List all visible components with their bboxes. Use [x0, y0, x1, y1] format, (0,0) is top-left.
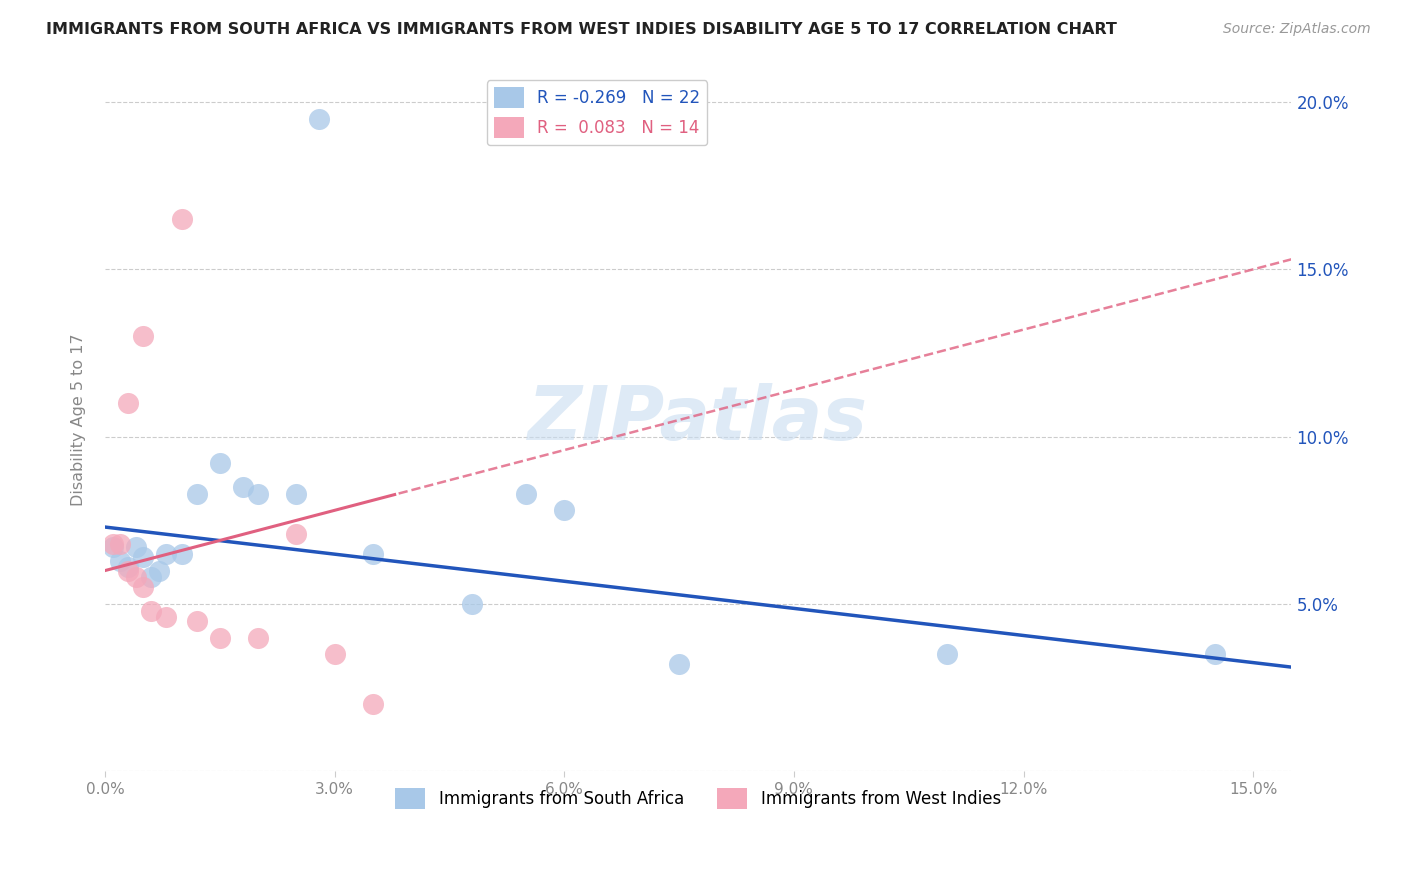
Point: [148, 564, 170, 578]
Point: [247, 486, 270, 500]
Point: [101, 540, 124, 554]
Point: [232, 480, 254, 494]
Point: [308, 112, 330, 126]
Point: [117, 564, 139, 578]
Point: [247, 631, 270, 645]
Point: [124, 570, 146, 584]
Point: [208, 631, 231, 645]
Text: Source: ZipAtlas.com: Source: ZipAtlas.com: [1223, 22, 1371, 37]
Point: [285, 526, 308, 541]
Legend: Immigrants from South Africa, Immigrants from West Indies: Immigrants from South Africa, Immigrants…: [389, 781, 1008, 816]
Point: [323, 647, 346, 661]
Point: [139, 604, 162, 618]
Point: [117, 560, 139, 574]
Point: [110, 553, 132, 567]
Point: [361, 698, 384, 712]
Point: [124, 540, 146, 554]
Point: [361, 547, 384, 561]
Point: [155, 610, 177, 624]
Point: [132, 550, 155, 565]
Point: [936, 647, 959, 661]
Text: ZIPatlas: ZIPatlas: [529, 384, 869, 457]
Point: [461, 597, 484, 611]
Point: [285, 486, 308, 500]
Point: [117, 396, 139, 410]
Y-axis label: Disability Age 5 to 17: Disability Age 5 to 17: [72, 334, 86, 507]
Point: [170, 212, 193, 227]
Point: [110, 537, 132, 551]
Point: [186, 486, 208, 500]
Text: IMMIGRANTS FROM SOUTH AFRICA VS IMMIGRANTS FROM WEST INDIES DISABILITY AGE 5 TO : IMMIGRANTS FROM SOUTH AFRICA VS IMMIGRAN…: [46, 22, 1118, 37]
Point: [208, 457, 231, 471]
Point: [155, 547, 177, 561]
Point: [101, 537, 124, 551]
Point: [515, 486, 537, 500]
Point: [139, 570, 162, 584]
Point: [170, 547, 193, 561]
Point: [132, 329, 155, 343]
Point: [553, 503, 575, 517]
Point: [132, 580, 155, 594]
Point: [1204, 647, 1226, 661]
Point: [668, 657, 690, 672]
Point: [186, 614, 208, 628]
